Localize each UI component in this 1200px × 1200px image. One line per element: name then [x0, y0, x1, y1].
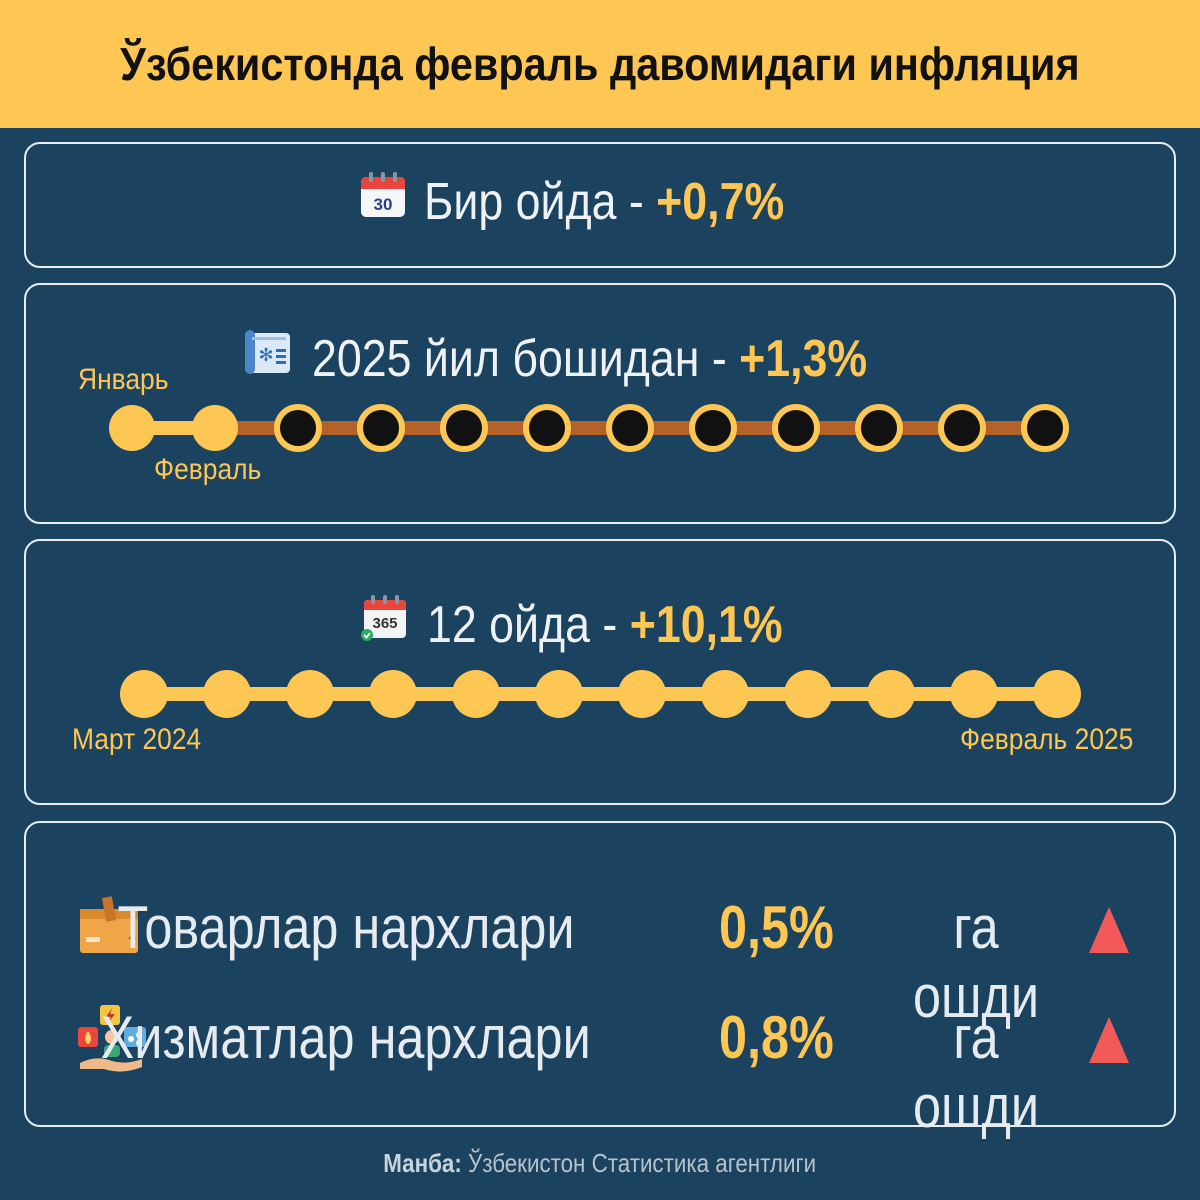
yoy-label: 12 ойда - — [427, 595, 630, 654]
ytd-month-dot-empty — [606, 404, 654, 452]
ytd-month-dot-empty — [938, 404, 986, 452]
yoy-end-label: Февраль 2025 — [960, 723, 1134, 756]
calendar-30-icon: 30 — [358, 170, 408, 233]
ytd-month-dot-empty — [855, 404, 903, 452]
yoy-month-dot — [452, 670, 500, 718]
ytd-month-dot-filled — [192, 405, 238, 451]
yoy-month-dot — [286, 670, 334, 718]
ytd-month-dot-empty — [689, 404, 737, 452]
services-suffix: га ошди — [912, 1004, 1040, 1140]
goods-row: Товарлар нархлари 0,5% га ошди — [26, 883, 1174, 1030]
yoy-panel: 365 12 ойда - +10,1% Март 2024 Февраль 2… — [24, 539, 1176, 805]
yoy-start-label: Март 2024 — [72, 723, 202, 756]
goods-label: Товарлар нархлари — [117, 894, 575, 961]
snow-calendar-icon: ✻ — [242, 327, 296, 390]
services-label: Хизматлар нархлари — [100, 1004, 592, 1071]
monthly-stat: 30 Бир ойда - +0,7% — [26, 170, 1174, 233]
ytd-month-dot-empty — [523, 404, 571, 452]
ytd-second-label: Февраль — [154, 453, 262, 486]
services-row: Хизматлар нархлари 0,8% га ошди — [26, 993, 1174, 1140]
monthly-panel: 30 Бир ойда - +0,7% — [24, 142, 1176, 268]
goods-suffix: га ошди — [912, 894, 1040, 1030]
calendar-365-icon: 365 — [359, 593, 411, 656]
ytd-month-dot-empty — [440, 404, 488, 452]
yoy-value: +10,1% — [629, 595, 783, 654]
yoy-month-dot — [784, 670, 832, 718]
yoy-month-dot — [867, 670, 915, 718]
source-text: Ўзбекистон Статистика агентлиги — [462, 1148, 817, 1178]
yoy-month-dot — [618, 670, 666, 718]
ytd-month-dot-filled — [109, 405, 155, 451]
ytd-value: +1,3% — [739, 329, 868, 388]
goods-value: 0,5% — [718, 894, 834, 961]
utilities-icon — [76, 1005, 148, 1080]
yoy-month-dot — [701, 670, 749, 718]
yoy-month-dot — [120, 670, 168, 718]
ytd-month-dot-empty — [274, 404, 322, 452]
yoy-month-dot — [535, 670, 583, 718]
up-arrow-icon — [1088, 905, 1130, 960]
services-value: 0,8% — [718, 1004, 834, 1071]
yoy-month-dot — [950, 670, 998, 718]
source-prefix: Манба: — [383, 1148, 463, 1178]
yoy-month-dot — [1033, 670, 1081, 718]
monthly-value: +0,7% — [655, 172, 784, 231]
ytd-label: 2025 йил бошидан - — [312, 329, 740, 388]
breakdown-panel: Товарлар нархлари 0,5% га ошди Хизматлар… — [24, 821, 1176, 1140]
ytd-stat: ✻ 2025 йил бошидан - +1,3% — [26, 327, 1174, 390]
yoy-month-dot — [203, 670, 251, 718]
ytd-month-dot-empty — [772, 404, 820, 452]
up-arrow-icon — [1088, 1015, 1130, 1070]
source-note: Манба: Ўзбекистон Статистика агентлиги — [0, 1148, 1200, 1179]
box-icon — [76, 895, 142, 960]
yoy-stat: 365 12 ойда - +10,1% — [26, 593, 1174, 656]
svg-text:✻: ✻ — [259, 345, 274, 366]
ytd-month-dot-empty — [1021, 404, 1069, 452]
yoy-month-dot — [369, 670, 417, 718]
ytd-month-dot-empty — [357, 404, 405, 452]
ytd-start-label: Январь — [78, 363, 169, 396]
svg-text:30: 30 — [373, 195, 392, 214]
yoy-track — [144, 687, 1057, 701]
header-banner: Ўзбекистонда февраль давомидаги инфляция — [0, 0, 1200, 128]
monthly-label: Бир ойда - — [423, 172, 656, 231]
ytd-panel: ✻ 2025 йил бошидан - +1,3% Январь Феврал… — [24, 283, 1176, 524]
svg-text:365: 365 — [373, 615, 398, 632]
page-title: Ўзбекистонда февраль давомидаги инфляция — [120, 38, 1080, 90]
